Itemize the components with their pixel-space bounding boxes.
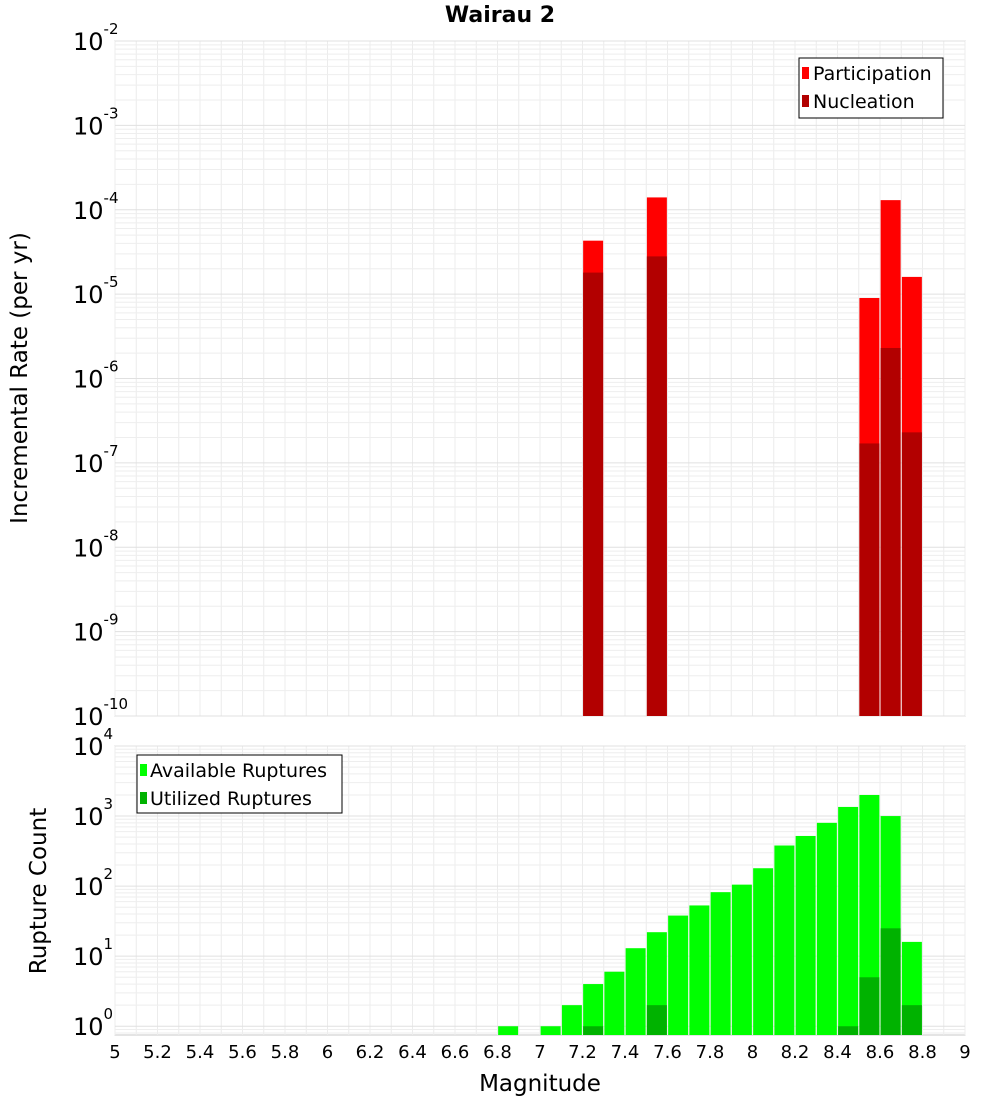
- bar-utilized-ruptures: [646, 1005, 667, 1035]
- bar-nucleation: [646, 256, 667, 716]
- x-tick-labels: 5 5.2 5.4 5.6 5.8 6 6.2 6.4 6.6 6.8 7 7.2 7.4 7.6 7.8 8…: [109, 1042, 970, 1063]
- x-tick-label: 5.8: [271, 1042, 300, 1063]
- y-tick-label: 10-4: [73, 189, 119, 225]
- x-tick-label: 7.2: [568, 1042, 597, 1063]
- bar-available-ruptures: [859, 794, 880, 1035]
- legend-label-utilized-ruptures: Utilized Ruptures: [150, 788, 312, 810]
- bar-nucleation: [880, 347, 901, 716]
- legend-swatch-utilized-ruptures: [140, 792, 147, 804]
- chart-title: Wairau 2: [445, 3, 555, 28]
- top-y-axis-label: Incremental Rate (per yr): [7, 232, 33, 524]
- x-tick-label: 6.8: [483, 1042, 512, 1063]
- x-tick-label: 8.8: [908, 1042, 937, 1063]
- top-legend: Participation Nucleation: [798, 57, 944, 119]
- bar-available-ruptures: [838, 806, 859, 1035]
- y-tick-label: 104: [73, 725, 113, 761]
- bar-available-ruptures: [795, 835, 816, 1035]
- y-tick-label: 10-3: [73, 104, 119, 140]
- y-tick-label: 100: [73, 1005, 113, 1041]
- bottom-y-axis-label: Rupture Count: [26, 808, 52, 974]
- bar-utilized-ruptures: [838, 1026, 859, 1035]
- bar-available-ruptures: [583, 984, 604, 1035]
- legend-label-nucleation: Nucleation: [813, 91, 915, 113]
- bar-available-ruptures: [540, 1026, 561, 1035]
- x-tick-label: 5.2: [143, 1042, 172, 1063]
- x-tick-label: 5.4: [186, 1042, 215, 1063]
- x-tick-label: 7.6: [653, 1042, 682, 1063]
- bar-available-ruptures: [774, 845, 795, 1035]
- bar-available-ruptures: [625, 948, 646, 1035]
- bottom-legend-box: [136, 754, 343, 814]
- x-axis-label: Magnitude: [479, 1071, 601, 1097]
- x-tick-label: 8.2: [781, 1042, 810, 1063]
- bottom-panel: 104 103 102 101 100 5 5.2 5.4 5.6 5.8 6 6.2 6.4 6.6 6…: [26, 725, 971, 1097]
- y-tick-label: 102: [73, 865, 113, 901]
- x-tick-label: 7: [534, 1042, 545, 1063]
- y-tick-label: 101: [73, 935, 113, 971]
- bar-available-ruptures: [561, 1005, 582, 1035]
- bar-utilized-ruptures: [880, 928, 901, 1035]
- bottom-bars: [498, 794, 922, 1035]
- bar-available-ruptures: [710, 892, 731, 1035]
- x-tick-label: 7.4: [611, 1042, 640, 1063]
- y-tick-label: 10-6: [73, 358, 119, 394]
- bottom-y-tick-labels: 104 103 102 101 100: [73, 725, 113, 1041]
- y-tick-label: 10-10: [73, 695, 128, 731]
- bar-available-ruptures: [731, 884, 752, 1035]
- legend-swatch-available-ruptures: [140, 764, 147, 776]
- x-tick-label: 6.2: [356, 1042, 385, 1063]
- bar-available-ruptures: [498, 1026, 519, 1035]
- top-y-tick-labels: 10-2 10-3 10-4 10-5 10-6 10-7 10-8 10-9 10-10: [73, 20, 128, 731]
- bar-available-ruptures: [604, 971, 625, 1035]
- top-gridlines: [114, 40, 966, 717]
- y-tick-label: 10-2: [73, 20, 119, 56]
- x-tick-label: 5.6: [228, 1042, 257, 1063]
- legend-label-participation: Participation: [813, 63, 932, 85]
- x-tick-label: 6.4: [398, 1042, 427, 1063]
- x-tick-label: 8: [747, 1042, 758, 1063]
- y-tick-label: 10-8: [73, 526, 119, 562]
- bar-available-ruptures: [689, 905, 710, 1035]
- x-tick-label: 8.4: [823, 1042, 852, 1063]
- bar-available-ruptures: [753, 868, 774, 1035]
- legend-swatch-participation: [802, 67, 809, 79]
- bottom-legend: Available Ruptures Utilized Ruptures: [136, 754, 343, 814]
- x-tick-label: 7.8: [696, 1042, 725, 1063]
- bar-available-ruptures: [668, 915, 689, 1035]
- bar-utilized-ruptures: [859, 977, 880, 1035]
- top-legend-box: [798, 57, 944, 119]
- x-tick-label: 5: [109, 1042, 120, 1063]
- bar-nucleation: [583, 272, 604, 716]
- bar-available-ruptures: [816, 822, 837, 1035]
- bar-utilized-ruptures: [901, 1005, 922, 1035]
- y-tick-label: 10-5: [73, 273, 119, 309]
- legend-label-available-ruptures: Available Ruptures: [150, 760, 327, 782]
- bottom-gridlines: [114, 745, 966, 1035]
- y-tick-label: 10-9: [73, 611, 119, 647]
- x-tick-label: 9: [959, 1042, 970, 1063]
- x-tick-label: 6.6: [441, 1042, 470, 1063]
- y-tick-label: 10-7: [73, 442, 119, 478]
- top-bars: [583, 197, 922, 717]
- x-tick-label: 6: [322, 1042, 333, 1063]
- top-panel: 10-2 10-3 10-4 10-5 10-6 10-7 10-8 10-9 10-10 In…: [7, 20, 966, 731]
- y-tick-label: 103: [73, 795, 113, 831]
- x-tick-label: 8.6: [866, 1042, 895, 1063]
- bar-utilized-ruptures: [583, 1026, 604, 1035]
- bar-nucleation: [901, 432, 922, 716]
- bar-nucleation: [859, 443, 880, 716]
- legend-swatch-nucleation: [802, 95, 809, 107]
